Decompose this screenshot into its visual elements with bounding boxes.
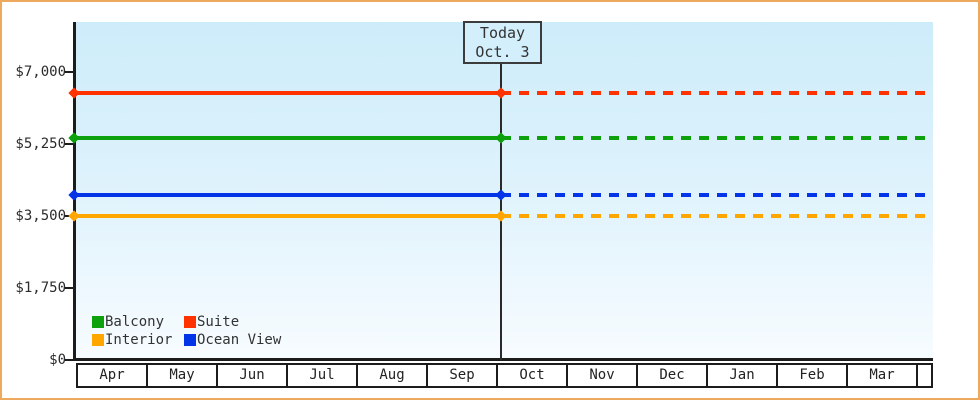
month-cell-sep: Sep	[428, 365, 498, 386]
today-label: Today	[479, 24, 526, 42]
today-marker-line	[500, 62, 502, 360]
legend-item-suite: Suite	[184, 313, 281, 331]
legend-item-label: Balcony	[105, 314, 165, 330]
month-cell-jan: Jan	[708, 365, 778, 386]
plot-area	[76, 22, 933, 360]
y-axis-tick-mark	[65, 215, 73, 217]
legend-swatch-icon	[184, 316, 196, 328]
month-cell-dec: Dec	[638, 365, 708, 386]
legend-item-label: Ocean View	[197, 332, 282, 348]
month-row-filler	[918, 365, 931, 386]
y-axis-tick-mark	[65, 287, 73, 289]
y-axis-tick-label: $5,250	[15, 136, 66, 152]
legend-item-label: Suite	[197, 314, 240, 330]
month-axis-row: Apr May Jun Jul Aug Sep Oct Nov Dec Jan Feb Mar	[76, 363, 933, 388]
month-cell-nov: Nov	[568, 365, 638, 386]
y-axis-line	[73, 22, 76, 360]
y-axis-tick-label: $1,750	[15, 280, 66, 296]
y-axis-tick-label: $3,500	[15, 208, 66, 224]
y-axis-tick-mark	[65, 71, 73, 73]
legend-item-balcony: Balcony	[92, 313, 184, 331]
legend: Balcony Suite Interior Ocean View	[92, 313, 281, 349]
month-cell-jun: Jun	[218, 365, 288, 386]
y-axis-tick-mark	[65, 359, 73, 361]
x-axis-line	[73, 358, 933, 361]
legend-item-ocean-view: Ocean View	[184, 331, 281, 349]
y-axis-tick-label: $7,000	[15, 64, 66, 80]
legend-swatch-icon	[184, 334, 196, 346]
today-date: Oct. 3	[475, 43, 530, 61]
month-cell-mar: Mar	[848, 365, 918, 386]
month-cell-jul: Jul	[288, 365, 358, 386]
y-axis-tick-mark	[65, 143, 73, 145]
today-marker-box: Today Oct. 3	[463, 21, 542, 64]
month-cell-feb: Feb	[778, 365, 848, 386]
month-cell-apr: Apr	[78, 365, 148, 386]
month-cell-may: May	[148, 365, 218, 386]
legend-item-interior: Interior	[92, 331, 184, 349]
legend-swatch-icon	[92, 316, 104, 328]
legend-item-label: Interior	[105, 332, 173, 348]
month-cell-aug: Aug	[358, 365, 428, 386]
month-cell-oct: Oct	[498, 365, 568, 386]
y-axis-tick-label: $0	[49, 352, 66, 368]
legend-swatch-icon	[92, 334, 104, 346]
